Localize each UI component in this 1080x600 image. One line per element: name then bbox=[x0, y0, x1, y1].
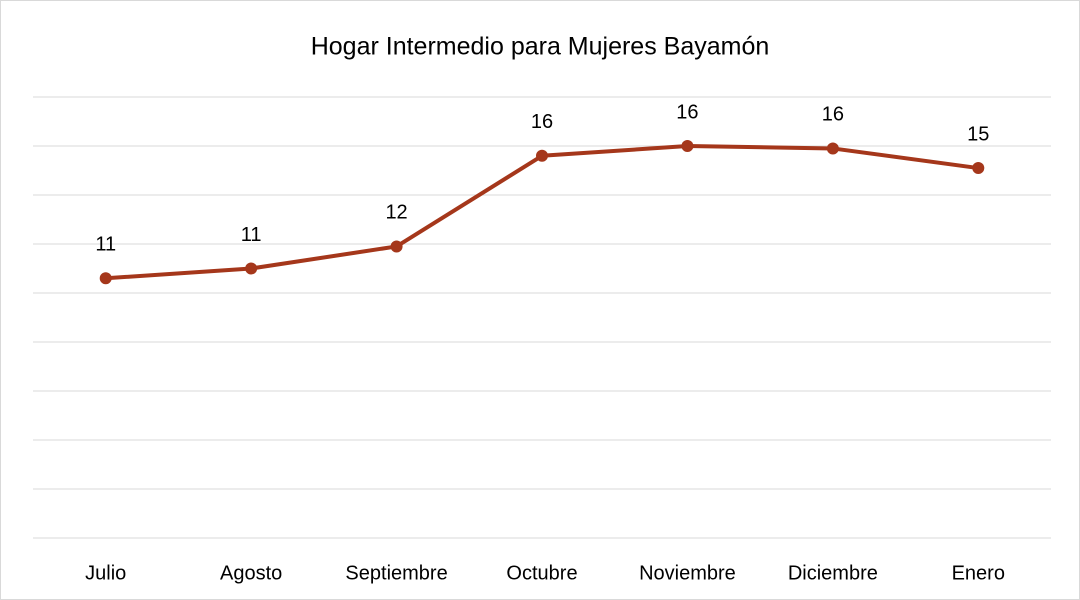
x-tick-label: Septiembre bbox=[345, 562, 447, 584]
marker bbox=[536, 149, 548, 162]
x-tick-label: Octubre bbox=[506, 562, 577, 584]
data-label: 16 bbox=[822, 104, 844, 126]
marker bbox=[826, 142, 839, 155]
data-label: 11 bbox=[241, 224, 262, 246]
data-label: 15 bbox=[967, 123, 989, 145]
x-tick-label: Noviembre bbox=[639, 562, 736, 584]
data-label: 11 bbox=[95, 234, 116, 256]
x-tick-label: Enero bbox=[952, 562, 1005, 584]
marker bbox=[681, 140, 694, 152]
data-label: 16 bbox=[531, 111, 553, 133]
chart-title: Hogar Intermedio para Mujeres Bayamón bbox=[311, 33, 770, 61]
marker bbox=[972, 162, 985, 175]
x-tick-label: Agosto bbox=[220, 562, 282, 584]
data-label: 16 bbox=[676, 101, 698, 123]
marker bbox=[390, 240, 403, 253]
marker bbox=[245, 262, 258, 275]
marker bbox=[99, 272, 112, 285]
x-tick-label: Diciembre bbox=[788, 562, 878, 584]
data-label: 12 bbox=[385, 202, 407, 224]
x-tick-label: Julio bbox=[85, 562, 126, 584]
